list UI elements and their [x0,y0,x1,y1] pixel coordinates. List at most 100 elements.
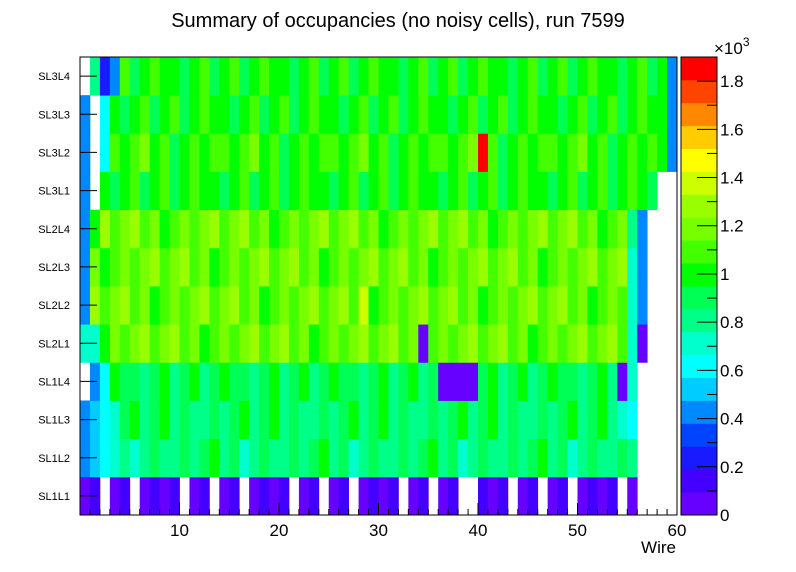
heatmap-cell [338,247,350,287]
heatmap-cell [229,247,240,287]
heatmap-cell [368,286,379,325]
heatmap-cell [458,133,469,172]
heatmap-cell [617,209,628,249]
heatmap-cell [159,400,170,440]
heatmap-cell [478,57,489,96]
heatmap-cell [139,438,151,478]
heatmap-cell [557,324,568,363]
x-tick-label: 20 [270,521,289,540]
heatmap-cell [259,171,270,211]
heatmap-cell [468,324,479,363]
heatmap-cell [159,324,170,363]
heatmap-cell [487,362,499,401]
heatmap-cell [647,57,658,96]
heatmap-cell [478,476,489,516]
heatmap-cell [209,57,220,96]
heatmap-cell [189,209,200,249]
z-tick-label: 1.2 [720,217,744,236]
heatmap-cell [358,362,369,401]
heatmap-cell [398,286,409,325]
heatmap-cell [458,438,469,478]
heatmap-cell [259,324,270,363]
heatmap-cell [497,171,509,211]
heatmap-cell [517,247,529,287]
heatmap-cell [388,400,399,440]
heatmap-cell [149,438,160,478]
palette-swatch [681,377,717,401]
heatmap-cell [627,57,638,96]
heatmap-cell [159,438,170,478]
heatmap-cell [547,133,558,172]
heatmap-cell [418,286,429,325]
heatmap-cell [318,247,330,287]
heatmap-cell [368,247,379,287]
heatmap-cell [288,171,300,211]
heatmap-cell [308,133,320,172]
palette-swatch [681,423,717,447]
palette-swatch [681,102,717,127]
heatmap-cell [298,133,310,172]
heatmap-cell [408,438,419,478]
heatmap-cell [627,171,638,211]
heatmap-cell [209,209,220,249]
heatmap-cell [318,438,330,478]
heatmap-cell [328,400,340,440]
heatmap-cell [119,133,131,172]
palette-swatch [681,171,717,195]
heatmap-cell [259,133,270,172]
heatmap-cell [527,247,539,287]
heatmap-cell [368,95,379,134]
heatmap-cell [288,95,300,134]
heatmap-cell [398,400,409,440]
heatmap-cell [607,247,618,287]
heatmap-cell [169,209,180,249]
heatmap-cell [637,247,648,287]
heatmap-cell [308,476,320,516]
heatmap-cell [378,247,389,287]
heatmap-cell [627,476,638,516]
heatmap-cell [249,133,260,172]
heatmap-cell [169,438,180,478]
heatmap-cell [348,171,359,211]
heatmap-cell [507,362,519,401]
palette-swatch [681,125,717,149]
heatmap-cell [507,400,519,440]
y-axis: SL1L1 SL1L2 SL1L3 SL1L4 SL2L1 SL2L2 SL2L3 SL2L4… [38,71,97,503]
heatmap-cell [527,133,539,172]
heatmap-cell [418,247,429,287]
heatmap-cell [448,286,459,325]
heatmap-cell [557,209,568,249]
heatmap-cell [378,171,389,211]
heatmap-cell [418,400,429,440]
heatmap-cell [229,209,240,249]
heatmap-cell [129,438,141,478]
heatmap-cell [368,438,379,478]
palette-swatch [681,57,717,81]
heatmap-cell [139,133,151,172]
heatmap-cell [318,286,330,325]
heatmap-cell [338,57,350,96]
heatmap-cell [279,171,290,211]
heatmap-cell [487,438,499,478]
heatmap-cell [537,438,549,478]
heatmap-cell [577,400,588,440]
heatmap-cell [308,438,320,478]
z-tick-label: 1.4 [720,169,744,188]
heatmap-cell [249,57,260,96]
heatmap-cell [647,95,658,134]
heatmap-cell [99,286,111,325]
heatmap-cell [378,133,389,172]
heatmap-cell [557,362,568,401]
heatmap-cell [448,362,459,401]
heatmap-cell [328,209,340,249]
heatmap-cell [259,209,270,249]
heatmap-cell [368,362,379,401]
heatmap-cell [617,362,628,401]
heatmap-cell [388,133,399,172]
heatmap-cell [239,209,250,249]
heatmap-cell [667,95,678,134]
heatmap-cell [408,400,419,440]
heatmap-cell [279,476,290,516]
heatmap-cell [478,324,489,363]
heatmap-cell [189,324,200,363]
